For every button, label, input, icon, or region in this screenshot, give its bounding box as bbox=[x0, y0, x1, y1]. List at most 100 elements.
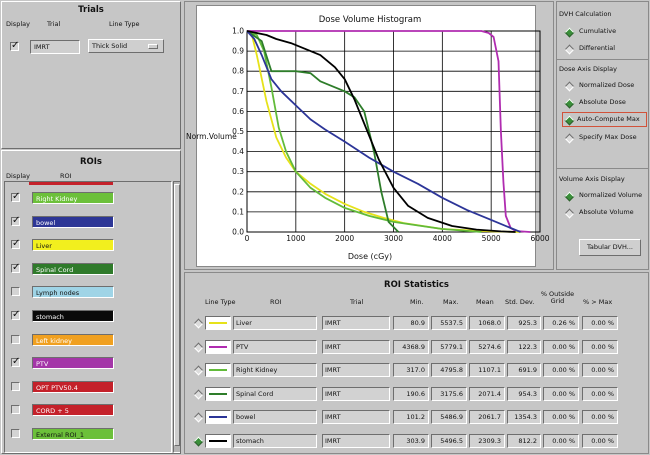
roi-item[interactable]: Left kidney bbox=[32, 333, 114, 346]
divider bbox=[557, 59, 648, 60]
stats-cell-min: 101.2 bbox=[393, 410, 429, 425]
roi-list: Right Kidney bowel Liver Spinal Cord Lymph n… bbox=[4, 181, 172, 453]
roi-display-checkbox[interactable] bbox=[11, 429, 20, 438]
stats-row-radio[interactable] bbox=[193, 318, 204, 329]
stats-header-max: Max. bbox=[443, 298, 459, 306]
stats-cell-gtmax: 0.00 % bbox=[582, 386, 618, 401]
x-tick-label: 4000 bbox=[433, 234, 452, 243]
chart-xlabel: Dose (cGy) bbox=[348, 252, 392, 261]
normalized-dose-label: Normalized Dose bbox=[579, 81, 635, 89]
stats-row-radio[interactable] bbox=[193, 436, 204, 447]
stats-cell-outside: 0.00 % bbox=[543, 363, 579, 378]
roi-display-checkbox[interactable] bbox=[11, 381, 20, 391]
roi-display-checkbox[interactable] bbox=[11, 262, 20, 273]
y-tick-label: 0.6 bbox=[232, 107, 244, 116]
stats-line-type-swatch bbox=[205, 434, 231, 448]
roi-display-checkbox[interactable] bbox=[11, 356, 20, 368]
absolute-volume-label: Absolute Volume bbox=[579, 208, 634, 216]
roi-display-checkbox[interactable] bbox=[11, 334, 20, 344]
roi-item[interactable]: bowel bbox=[32, 215, 114, 228]
stats-cell-std: 122.3 bbox=[507, 339, 541, 354]
rois-title: ROIs bbox=[80, 157, 102, 167]
stats-cell-min: 4368.9 bbox=[393, 339, 429, 354]
stats-header-gtmax: % > Max bbox=[583, 298, 613, 306]
stats-cell-mean: 5274.6 bbox=[469, 339, 505, 354]
auto-compute-max-option[interactable] bbox=[562, 112, 647, 127]
stats-line-type-swatch bbox=[205, 339, 231, 354]
roi-statistics-panel: ROI Statistics Line Type ROI Trial Min. … bbox=[184, 272, 649, 454]
roi-scrollbar[interactable] bbox=[173, 181, 180, 453]
y-tick-label: 0.8 bbox=[232, 67, 244, 76]
trials-header-display: Display bbox=[6, 20, 30, 28]
roi-item[interactable]: OPT PTV50.4 bbox=[32, 380, 114, 393]
roi-scrollbar-thumb[interactable] bbox=[174, 184, 180, 446]
normalized-dose-radio[interactable] bbox=[564, 81, 575, 92]
y-tick-label: 0.3 bbox=[232, 167, 244, 176]
stats-header-outside: % Outside Grid bbox=[540, 290, 575, 305]
x-tick-label: 5000 bbox=[482, 234, 501, 243]
chart-panel: Dose Volume Histogram Norm.Volume Dose (… bbox=[184, 1, 554, 270]
roi-display-checkbox[interactable] bbox=[11, 309, 20, 320]
y-tick-label: 0.7 bbox=[232, 87, 244, 96]
trial-line-type-menu[interactable]: Thick Solid bbox=[88, 39, 164, 53]
tabular-dvh-button[interactable]: Tabular DVH... bbox=[579, 239, 641, 256]
stats-cell-std: 925.3 bbox=[507, 316, 541, 330]
stats-cell-gtmax: 0.00 % bbox=[582, 410, 618, 425]
roi-item[interactable]: stomach bbox=[32, 310, 114, 322]
roi-display-checkbox[interactable] bbox=[11, 405, 20, 415]
stats-row-radio[interactable] bbox=[193, 365, 204, 376]
stats-cell-gtmax: 0.00 % bbox=[582, 363, 618, 378]
cumulative-radio[interactable] bbox=[564, 27, 575, 38]
stats-cell-std: 691.9 bbox=[507, 363, 541, 378]
stats-cell-min: 80.9 bbox=[393, 316, 429, 330]
roi-display-checkbox[interactable] bbox=[11, 287, 20, 297]
trials-header-line-type: Line Type bbox=[109, 20, 140, 28]
roi-item[interactable]: Spinal Cord bbox=[32, 262, 114, 275]
normalized-volume-label: Normalized Volume bbox=[579, 191, 643, 199]
stats-cell-roi: Liver bbox=[233, 316, 317, 330]
trials-panel: Trials Display Trial Line Type IMRT Thic… bbox=[1, 1, 181, 149]
roi-item[interactable]: External ROI_1 bbox=[32, 428, 114, 440]
specify-max-dose-radio[interactable] bbox=[564, 133, 575, 144]
stats-cell-min: 303.9 bbox=[393, 434, 429, 448]
trial-line-type-label: Thick Solid bbox=[92, 42, 128, 50]
y-tick-label: 0.5 bbox=[232, 127, 244, 136]
stats-cell-outside: 0.00 % bbox=[543, 386, 579, 401]
normalized-volume-radio[interactable] bbox=[564, 191, 575, 202]
x-tick-label: 2000 bbox=[335, 234, 354, 243]
roi-item[interactable]: Liver bbox=[32, 239, 114, 252]
stats-cell-max: 5537.5 bbox=[431, 316, 467, 330]
stats-cell-gtmax: 0.00 % bbox=[582, 316, 618, 330]
absolute-volume-radio[interactable] bbox=[564, 208, 575, 219]
y-tick-label: 0.0 bbox=[232, 228, 244, 237]
roi-item[interactable]: CORD + 5 bbox=[32, 404, 114, 417]
y-tick-label: 0.1 bbox=[232, 207, 244, 216]
stats-row-radio[interactable] bbox=[193, 412, 204, 423]
dvh-options-panel: DVH Calculation Cumulative Differential … bbox=[556, 1, 649, 270]
differential-radio[interactable] bbox=[564, 44, 575, 55]
absolute-dose-radio[interactable] bbox=[564, 98, 575, 109]
stats-cell-mean: 2309.3 bbox=[469, 434, 505, 448]
stats-header-trial: Trial bbox=[350, 298, 364, 306]
stats-line-sample bbox=[209, 440, 227, 442]
stats-cell-mean: 1107.1 bbox=[469, 363, 505, 378]
stats-cell-gtmax: 0.00 % bbox=[582, 434, 618, 448]
roi-display-checkbox[interactable] bbox=[11, 215, 20, 226]
roi-display-checkbox[interactable] bbox=[11, 238, 20, 250]
stats-cell-outside: 0.00 % bbox=[543, 339, 579, 354]
stats-cell-max: 3175.6 bbox=[431, 386, 467, 401]
roi-item[interactable]: Right Kidney bbox=[32, 192, 114, 204]
roi-display-checkbox[interactable] bbox=[11, 191, 20, 202]
trial-display-checkbox[interactable] bbox=[10, 40, 19, 51]
auto-compute-max-label: Auto-Compute Max bbox=[577, 115, 640, 123]
roi-item[interactable]: Lymph nodes bbox=[32, 286, 114, 299]
stats-cell-std: 812.2 bbox=[507, 434, 541, 448]
roi-item[interactable]: PTV bbox=[32, 357, 114, 370]
x-tick-label: 3000 bbox=[384, 234, 403, 243]
stats-line-type-swatch bbox=[205, 316, 231, 330]
stats-row-radio[interactable] bbox=[193, 389, 204, 400]
stats-cell-mean: 2071.4 bbox=[469, 386, 505, 401]
stats-row-radio[interactable] bbox=[193, 342, 204, 353]
stats-cell-trial: IMRT bbox=[322, 410, 390, 425]
stats-cell-roi: PTV bbox=[233, 339, 317, 354]
